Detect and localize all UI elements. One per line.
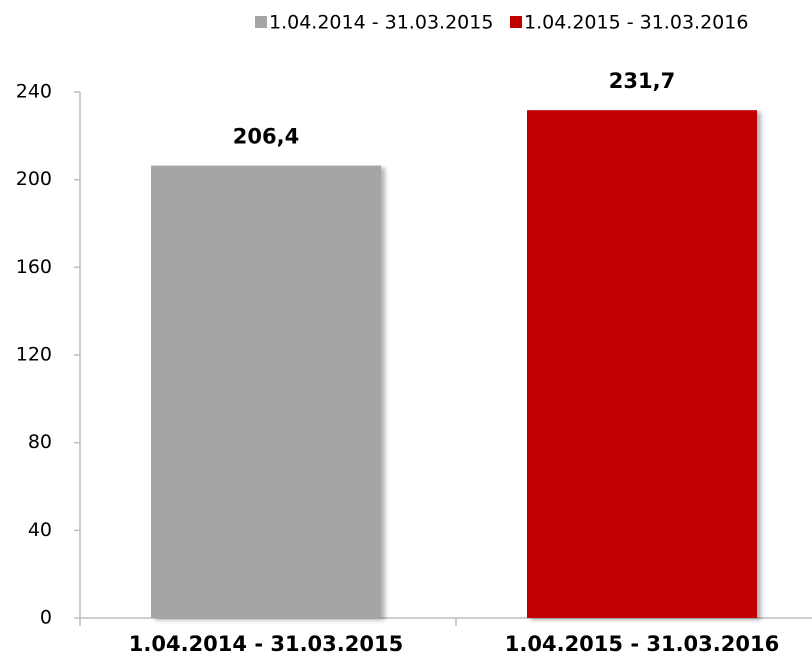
y-tick-label: 40	[28, 519, 52, 541]
legend-swatch	[510, 16, 522, 28]
y-tick-label: 200	[16, 168, 52, 190]
y-tick-label: 240	[16, 81, 52, 103]
y-tick-label: 160	[16, 256, 52, 278]
y-tick-label: 80	[28, 431, 52, 453]
legend-label: 1.04.2014 - 31.03.2015	[269, 12, 493, 34]
x-tick-label: 1.04.2015 - 31.03.2016	[505, 632, 779, 656]
legend-swatch	[255, 16, 267, 28]
y-tick-label: 120	[16, 344, 52, 366]
bar	[151, 165, 381, 618]
x-tick-label: 1.04.2014 - 31.03.2015	[129, 632, 403, 656]
legend-label: 1.04.2015 - 31.03.2016	[524, 12, 748, 34]
value-label: 206,4	[233, 125, 299, 149]
y-tick-label: 0	[40, 607, 52, 629]
value-label: 231,7	[609, 69, 675, 93]
bar	[527, 110, 757, 619]
